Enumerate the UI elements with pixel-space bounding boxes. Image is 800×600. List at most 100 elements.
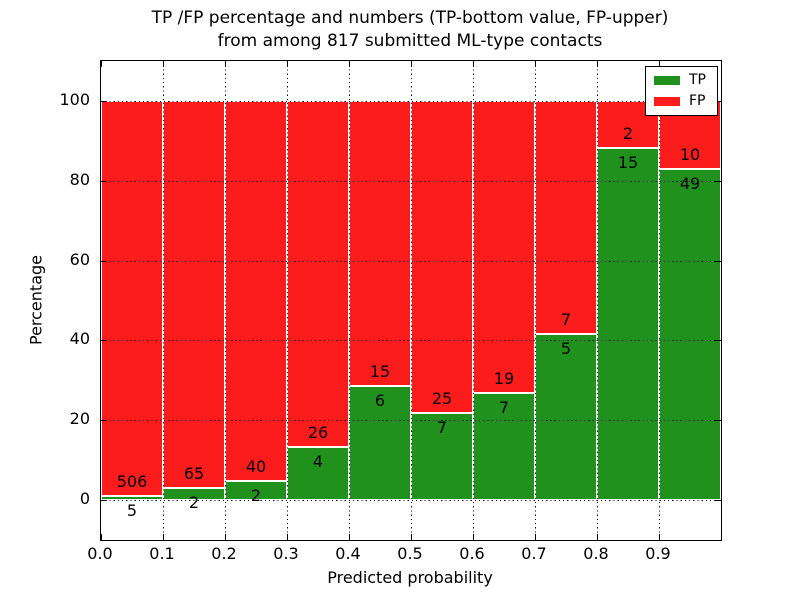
fp-bar-segment <box>287 100 349 447</box>
x-tick-label: 0.1 <box>149 544 175 563</box>
x-tick-mark <box>659 534 660 540</box>
x-tick-label: 0.3 <box>273 544 299 563</box>
fp-count-label: 65 <box>183 464 205 484</box>
y-tick-mark <box>101 260 107 262</box>
legend-label-tp: TP <box>689 72 706 88</box>
x-tick-mark <box>101 534 102 540</box>
x-tick-mark <box>473 61 474 67</box>
legend-row: FP <box>646 91 717 112</box>
fp-count-label: 15 <box>369 362 391 382</box>
fp-count-label: 40 <box>245 457 267 477</box>
tp-count-label: 2 <box>250 486 262 506</box>
gridline-vertical <box>535 61 536 540</box>
fp-count-label: 7 <box>560 309 572 329</box>
x-tick-mark <box>163 534 164 540</box>
tp-bar-segment <box>473 392 535 501</box>
fp-bar-segment <box>349 100 411 387</box>
x-tick-label: 0.0 <box>87 544 113 563</box>
x-tick-mark <box>535 61 536 67</box>
chart-title-line1: TP /FP percentage and numbers (TP-bottom… <box>151 8 669 28</box>
fp-bar-segment <box>411 100 473 413</box>
y-tick-mark <box>101 420 107 422</box>
gridline-horizontal <box>101 180 721 182</box>
x-tick-mark <box>473 534 474 540</box>
gridline-vertical <box>287 61 288 540</box>
y-tick-label: 60 <box>69 249 90 269</box>
tp-count-label: 2 <box>188 493 200 513</box>
gridline-vertical <box>411 61 412 540</box>
tp-count-label: 15 <box>617 152 639 172</box>
x-tick-mark <box>597 61 598 67</box>
y-tick-mark <box>101 100 107 102</box>
tp-count-label: 5 <box>126 501 138 521</box>
gridline-vertical <box>163 61 164 540</box>
tp-count-label: 6 <box>374 391 386 411</box>
y-tick-mark <box>715 100 721 102</box>
fp-bar-segment <box>473 100 535 393</box>
gridline-horizontal <box>101 100 721 102</box>
fp-bar-segment <box>225 100 287 482</box>
y-tick-mark <box>101 500 107 502</box>
y-tick-mark <box>715 420 721 422</box>
y-tick-label: 40 <box>69 329 90 349</box>
gridline-vertical <box>597 61 598 540</box>
x-tick-mark <box>349 61 350 67</box>
tp-bar-segment <box>287 446 349 501</box>
x-tick-label: 0.2 <box>211 544 237 563</box>
gridline-horizontal <box>101 420 721 422</box>
y-tick-label: 0 <box>79 489 90 509</box>
legend-row: TP <box>646 70 717 91</box>
y-tick-mark <box>101 180 107 182</box>
tp-bar-segment <box>101 496 163 501</box>
y-tick-label: 80 <box>69 169 90 189</box>
fp-count-label: 10 <box>679 144 701 164</box>
x-tick-label: 0.6 <box>459 544 485 563</box>
tp-bar-segment <box>659 168 721 501</box>
fp-bar-segment <box>535 100 597 334</box>
x-tick-mark <box>287 61 288 67</box>
x-tick-mark <box>411 534 412 540</box>
x-tick-mark <box>287 534 288 540</box>
x-tick-mark <box>349 534 350 540</box>
x-tick-mark <box>225 534 226 540</box>
fp-count-label: 506 <box>116 472 148 492</box>
x-tick-label: 0.8 <box>583 544 609 563</box>
x-tick-mark <box>535 534 536 540</box>
tp-bar-segment <box>535 333 597 501</box>
x-tick-mark <box>411 61 412 67</box>
tp-bar-segment <box>411 412 473 501</box>
y-tick-label: 100 <box>59 89 90 109</box>
gridline-vertical <box>659 61 660 540</box>
fp-bar-segment <box>101 100 163 497</box>
fp-count-label: 26 <box>307 422 329 442</box>
y-tick-mark <box>715 500 721 502</box>
tp-count-label: 7 <box>498 397 510 417</box>
legend: TP FP <box>645 66 718 116</box>
tp-bar-segment <box>597 147 659 501</box>
tp-count-label: 7 <box>436 417 448 437</box>
legend-swatch-fp <box>654 97 680 106</box>
tp-count-label: 4 <box>312 451 324 471</box>
tp-bar-segment <box>349 386 411 501</box>
chart-title: TP /FP percentage and numbers (TP-bottom… <box>100 7 720 53</box>
x-tick-mark <box>101 61 102 67</box>
gridline-vertical <box>349 61 350 540</box>
y-tick-label: 20 <box>69 409 90 429</box>
fp-count-label: 19 <box>493 368 515 388</box>
gridline-vertical <box>225 61 226 540</box>
gridline-horizontal <box>101 260 721 262</box>
x-tick-label: 0.5 <box>397 544 423 563</box>
y-tick-mark <box>715 180 721 182</box>
legend-label-fp: FP <box>689 93 706 109</box>
x-tick-label: 0.9 <box>645 544 671 563</box>
fp-count-label: 2 <box>622 123 634 143</box>
x-axis-label: Predicted probability <box>327 568 493 587</box>
x-tick-label: 0.4 <box>335 544 361 563</box>
x-tick-mark <box>597 534 598 540</box>
y-tick-mark <box>101 340 107 342</box>
tp-count-label: 49 <box>679 173 701 193</box>
legend-swatch-tp <box>654 76 680 85</box>
fp-bar-segment <box>163 100 225 489</box>
y-tick-mark <box>715 340 721 342</box>
